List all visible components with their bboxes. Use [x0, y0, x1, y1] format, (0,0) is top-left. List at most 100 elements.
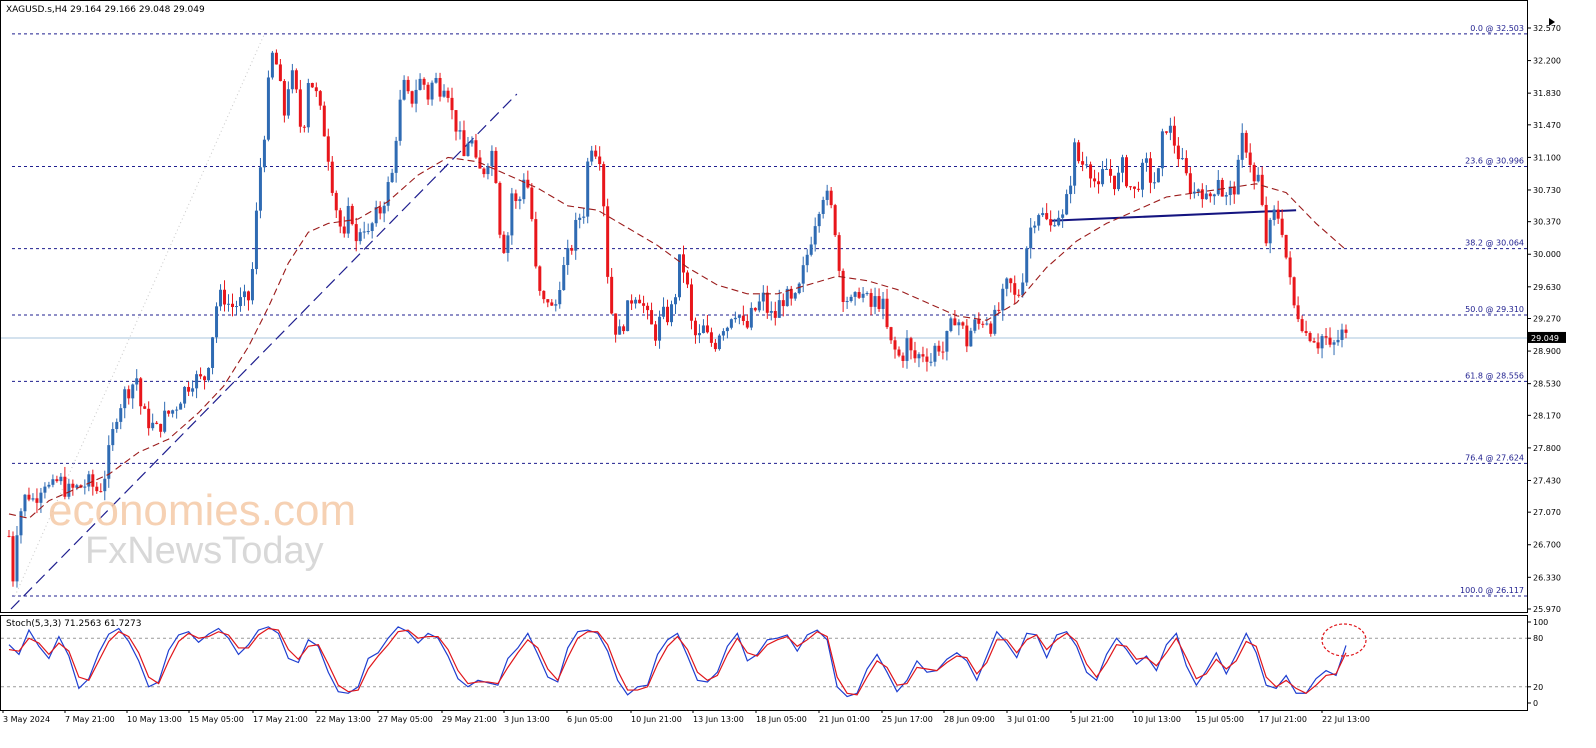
x-tick-label: 13 Jun 13:00 [693, 715, 744, 724]
candle-body [238, 297, 242, 307]
candle-body [757, 301, 761, 311]
candle-body [466, 143, 470, 157]
candle-body [199, 374, 203, 377]
candle-body [1304, 331, 1308, 334]
x-tick-label: 10 Jul 13:00 [1133, 715, 1181, 724]
y-tick-label: 32.200 [1533, 57, 1561, 66]
candle-body [334, 192, 338, 211]
candle-body [1049, 219, 1053, 226]
candle-body [1093, 178, 1097, 182]
candle-body [322, 105, 326, 137]
candle-body [167, 410, 171, 414]
main-panel-border [0, 0, 1528, 613]
candle-body [1089, 164, 1093, 179]
candle-body [111, 429, 115, 446]
symbol-label: XAGUSD.s,H4 [6, 5, 68, 15]
candle-body [590, 150, 594, 162]
candle-body [1260, 174, 1264, 205]
candle-body [570, 248, 574, 251]
candle-body [881, 298, 885, 309]
candle-body [546, 299, 550, 303]
candle-body [789, 288, 793, 299]
candle-body [1288, 257, 1292, 278]
candle-body [163, 410, 167, 432]
y-tick-label: 30.730 [1533, 186, 1561, 195]
candle-body [1021, 282, 1025, 296]
candle-body [330, 161, 334, 193]
candle-body [773, 310, 777, 318]
candle-body [175, 409, 179, 411]
candle-body [721, 331, 725, 336]
candle-body [1140, 162, 1144, 190]
candle-body [1017, 294, 1021, 296]
fib-level-label: 23.6 @ 30.996 [1465, 157, 1524, 166]
candle-body [941, 351, 945, 353]
candle-body [841, 270, 845, 303]
candle-body [945, 330, 949, 352]
candle-body [1208, 193, 1212, 197]
candle-body [658, 316, 662, 341]
candle-body [606, 206, 610, 277]
candle-body [450, 97, 454, 111]
candle-body [67, 483, 71, 497]
candle-body [701, 325, 705, 334]
candle-body [1340, 329, 1344, 340]
current-price-tag [1528, 331, 1566, 343]
candle-body [234, 306, 238, 308]
candle-body [662, 306, 666, 317]
candle-body [849, 296, 853, 302]
y-tick-label: 25.970 [1533, 605, 1561, 614]
candle-body [55, 479, 59, 482]
candle-body [681, 254, 685, 273]
candle-body [11, 536, 15, 582]
candle-body [677, 254, 681, 298]
candle-body [1200, 189, 1204, 200]
candle-body [1276, 209, 1280, 219]
candle-body [1037, 215, 1041, 226]
candle-body [414, 89, 418, 104]
candle-body [266, 77, 270, 140]
candle-body [745, 321, 749, 328]
candle-body [227, 303, 231, 305]
y-tick-label: 32.570 [1533, 24, 1561, 33]
candle-body [246, 291, 250, 301]
candle-body [1312, 341, 1316, 343]
candle-body [75, 485, 79, 488]
candle-body [1029, 227, 1033, 249]
candle-body [298, 89, 302, 127]
candle-body [765, 292, 769, 313]
candle-body [877, 296, 881, 309]
candle-body [821, 199, 825, 214]
candle-body [179, 403, 183, 410]
candle-body [1252, 164, 1256, 182]
fib-level-label: 76.4 @ 27.624 [1465, 453, 1524, 462]
candle-body [1168, 125, 1172, 133]
candle-body [1069, 185, 1073, 195]
candle-body [933, 345, 937, 362]
candle-body [1244, 132, 1248, 153]
candle-body [354, 224, 358, 242]
candle-body [654, 324, 658, 341]
candle-body [115, 421, 119, 430]
candle-body [562, 265, 566, 291]
candle-body [43, 486, 47, 493]
symbol-header: XAGUSD.s,H4 29.164 29.166 29.048 29.049 [6, 5, 205, 15]
candle-body [314, 87, 318, 92]
candle-body [1121, 157, 1125, 173]
candle-body [685, 272, 689, 285]
candle-body [689, 284, 693, 321]
x-tick-label: 3 Jul 01:00 [1007, 715, 1050, 724]
candle-body [418, 78, 422, 90]
y-tick-label: 28.170 [1533, 411, 1561, 420]
candle-body [1160, 131, 1164, 169]
candle-body [23, 494, 27, 512]
candle-body [51, 479, 55, 485]
candle-body [829, 190, 833, 206]
candle-body [434, 77, 438, 83]
candle-body [486, 165, 490, 175]
candle-body [538, 266, 542, 291]
candle-body [1192, 191, 1196, 194]
candle-body [462, 130, 466, 157]
candle-body [646, 305, 650, 311]
